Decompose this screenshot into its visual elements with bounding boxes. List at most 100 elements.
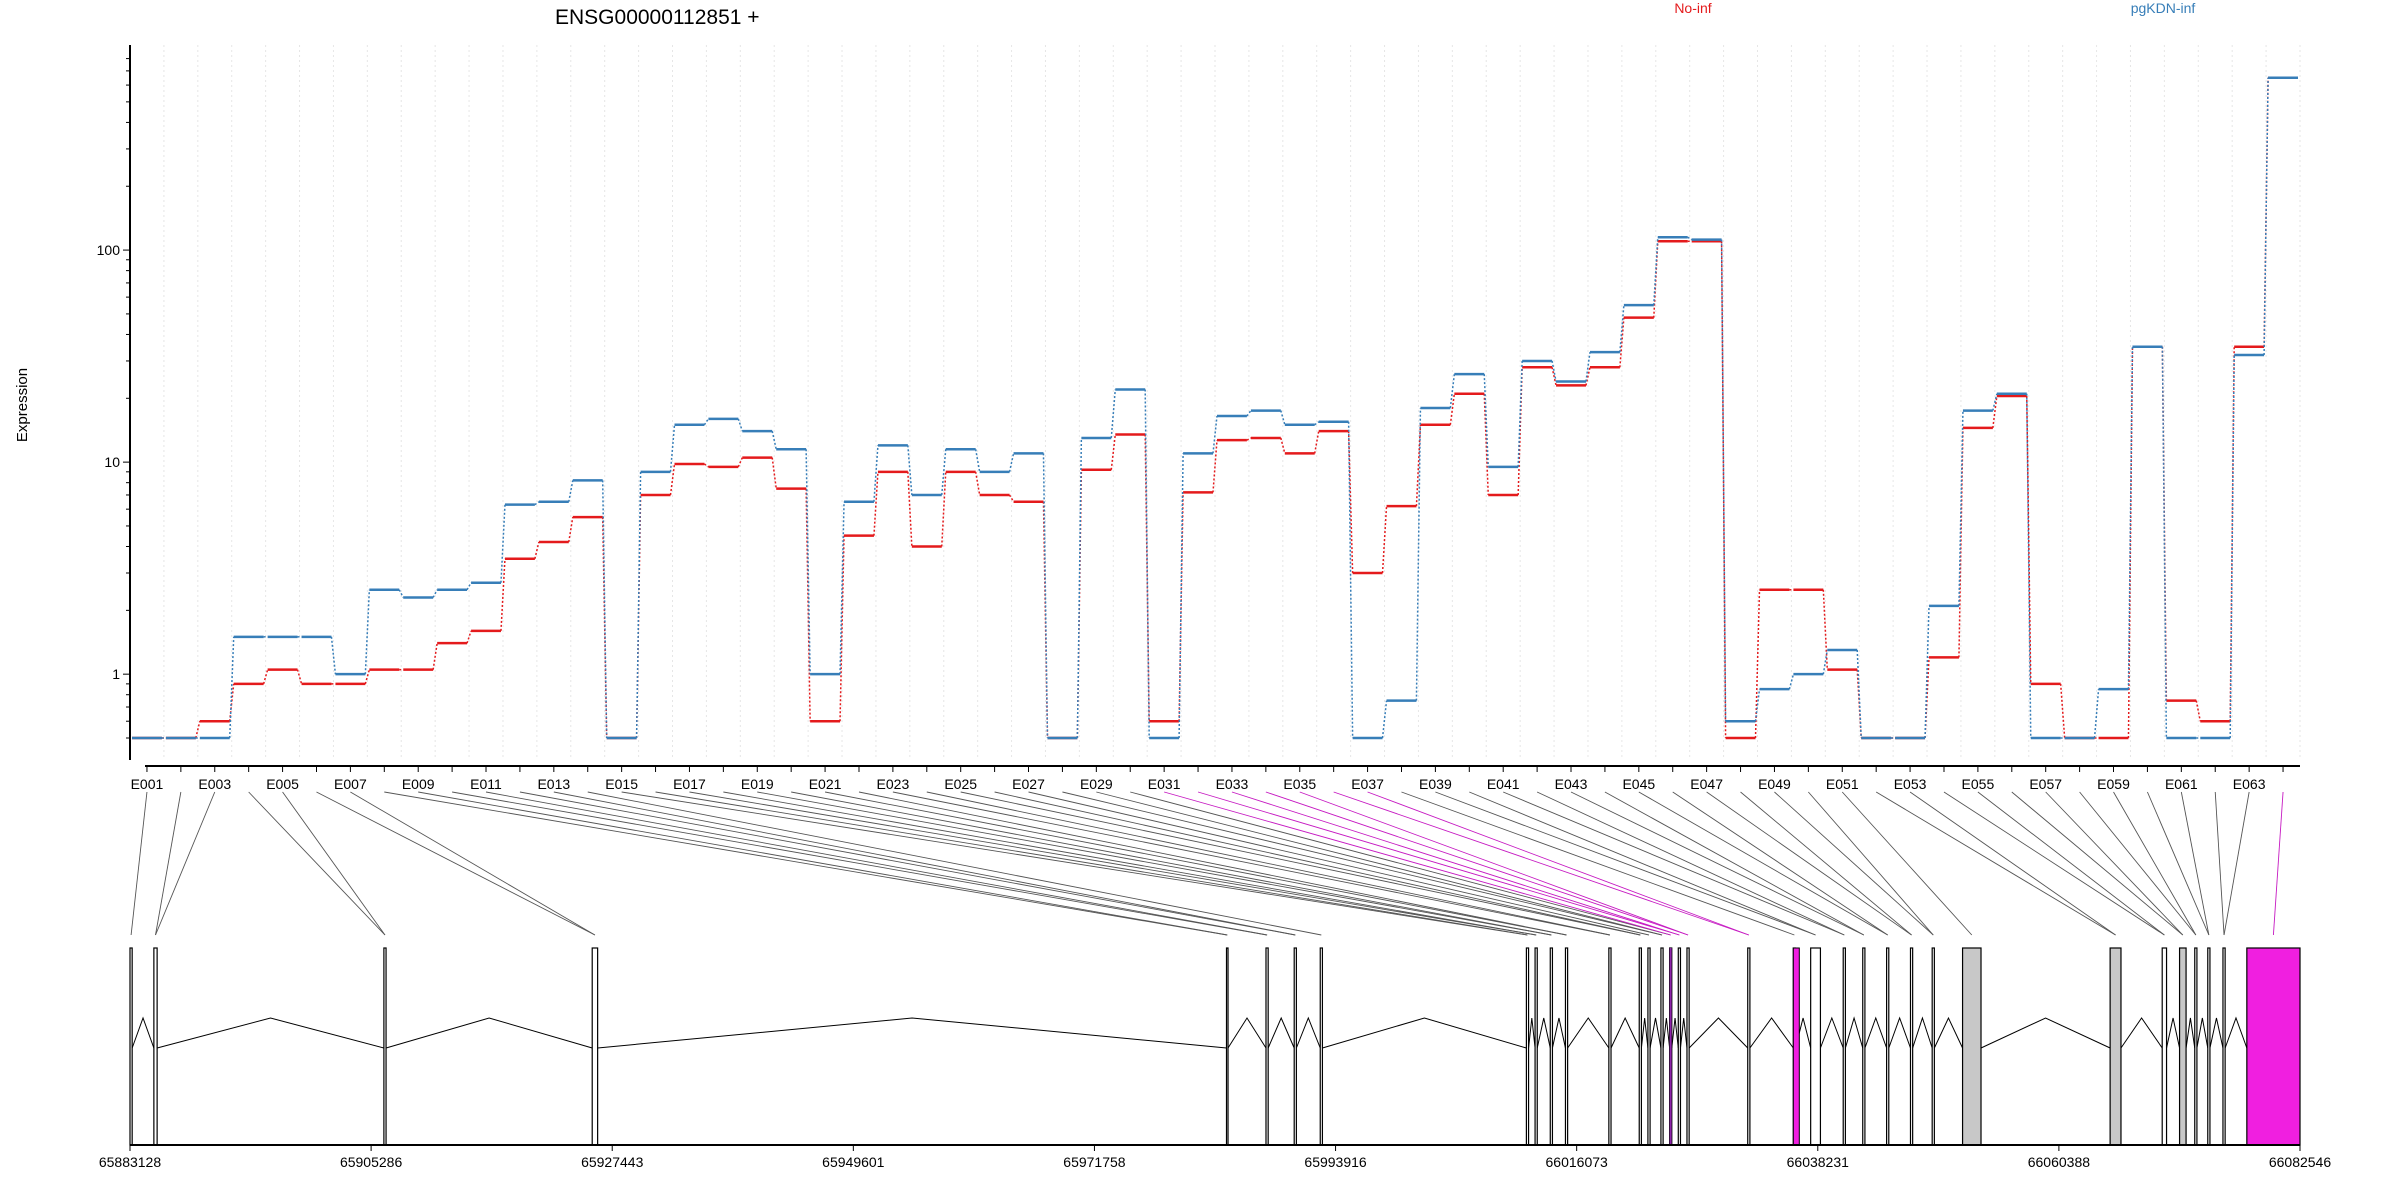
genomic-tick-label: 65883128 bbox=[99, 1154, 162, 1170]
intron-line bbox=[1912, 1016, 1933, 1049]
exon-block bbox=[1810, 947, 1822, 1146]
data-connector bbox=[1720, 241, 1727, 739]
exon-connector bbox=[1469, 791, 1816, 936]
data-connector bbox=[1483, 393, 1489, 495]
genomic-tick-label: 65949601 bbox=[822, 1154, 885, 1170]
exon-connector bbox=[452, 791, 1268, 936]
exon-connector bbox=[2180, 791, 2210, 936]
data-connector bbox=[1483, 374, 1489, 467]
exon-connector bbox=[155, 791, 216, 936]
data-connector bbox=[1585, 352, 1591, 382]
intron-line bbox=[1671, 1017, 1679, 1049]
chart-title: ENSG00000112851 + bbox=[555, 6, 760, 29]
grid bbox=[129, 45, 2301, 760]
data-connector bbox=[1551, 360, 1557, 382]
exon-connector bbox=[1503, 791, 1845, 936]
exon-connector bbox=[757, 791, 1552, 936]
exon-connector bbox=[155, 791, 182, 936]
exon-connector bbox=[1231, 791, 1680, 936]
exon-block bbox=[1677, 947, 1682, 1146]
data-connector bbox=[771, 457, 777, 489]
exon-connector bbox=[2079, 791, 2197, 936]
highlighted-exon bbox=[1792, 947, 1800, 1146]
genomic-tick-label: 65971758 bbox=[1063, 1154, 1126, 1170]
x-tick-label: E059 bbox=[2097, 776, 2130, 792]
exon-connector bbox=[994, 791, 1641, 936]
y-tick-label: 10 bbox=[104, 454, 120, 470]
exon-connector bbox=[316, 791, 596, 936]
exon-connector bbox=[1570, 791, 1865, 936]
data-connector bbox=[500, 504, 506, 583]
exon-connector bbox=[2045, 791, 2184, 936]
exon-connector bbox=[1197, 791, 1680, 936]
y-axis: 1 10 100 bbox=[97, 45, 131, 760]
exon-connector bbox=[1130, 791, 1671, 936]
x-tick-label: E035 bbox=[1283, 776, 1316, 792]
exon-block bbox=[2222, 947, 2226, 1146]
exon-connector bbox=[1096, 791, 1663, 936]
intron-line bbox=[385, 1017, 593, 1049]
exon-connector bbox=[1265, 791, 1689, 936]
data-connector bbox=[873, 471, 879, 536]
intron-line bbox=[1933, 1016, 1964, 1049]
data-connector bbox=[1754, 589, 1761, 739]
intron-line bbox=[1295, 1016, 1321, 1049]
genomic-tick-label: 65993916 bbox=[1304, 1154, 1367, 1170]
genomic-tick-label: 65927443 bbox=[581, 1154, 644, 1170]
data-connector bbox=[805, 449, 811, 675]
intron-line bbox=[2120, 1017, 2163, 1049]
genomic-tick-label: 66082546 bbox=[2269, 1154, 2332, 1170]
x-tick-label: E055 bbox=[1962, 776, 1995, 792]
intron-line bbox=[1536, 1017, 1551, 1049]
exon-block bbox=[153, 947, 158, 1146]
data-connector bbox=[1008, 453, 1015, 472]
exon-connector bbox=[1333, 791, 1749, 936]
data-connector bbox=[568, 517, 574, 543]
exon-connector bbox=[350, 791, 596, 936]
data-connector bbox=[1246, 410, 1252, 417]
exon-connector bbox=[960, 791, 1641, 936]
x-tick-label: E007 bbox=[334, 776, 367, 792]
data-connector bbox=[534, 501, 540, 506]
exon-block bbox=[383, 947, 387, 1146]
exon-connector bbox=[892, 791, 1611, 936]
exon-block bbox=[1293, 947, 1297, 1146]
data-connector bbox=[364, 669, 371, 685]
intron-line bbox=[156, 1017, 385, 1049]
intron-line bbox=[1980, 1017, 2111, 1049]
exon-block bbox=[1747, 947, 1751, 1146]
exon-connector bbox=[1638, 791, 1888, 936]
data-connector bbox=[1517, 367, 1523, 495]
data-connector bbox=[635, 471, 642, 739]
data-connector bbox=[941, 471, 947, 547]
data-connector bbox=[2161, 346, 2168, 739]
intron-line bbox=[1322, 1017, 1527, 1049]
exon-connector bbox=[1740, 791, 1912, 936]
intron-line bbox=[2224, 1016, 2248, 1049]
y-axis-label: Expression bbox=[14, 368, 31, 442]
exon-connector bbox=[621, 791, 1528, 936]
data-connector bbox=[1517, 360, 1523, 467]
data-connector bbox=[1449, 393, 1456, 425]
exon-block bbox=[1961, 947, 1982, 1146]
intron-line bbox=[1640, 1017, 1649, 1049]
exon-block bbox=[129, 947, 133, 1146]
genomic-tick-label: 66060388 bbox=[2028, 1154, 2091, 1170]
x-tick-label: E061 bbox=[2165, 776, 2198, 792]
intron-line bbox=[1567, 1017, 1610, 1049]
exon-connector bbox=[858, 791, 1567, 936]
genomic-tick-label: 66016073 bbox=[1546, 1154, 1609, 1170]
series-layer bbox=[132, 76, 2298, 740]
data-connector bbox=[873, 445, 879, 502]
intron-line bbox=[1662, 1017, 1671, 1049]
exon-connector bbox=[282, 791, 386, 936]
exon-connector bbox=[723, 791, 1537, 936]
exon-connector bbox=[2272, 791, 2284, 936]
x-tick-label: E005 bbox=[266, 776, 299, 792]
x-tick-label: E057 bbox=[2029, 776, 2062, 792]
exon-connector bbox=[1367, 791, 1749, 936]
highlighted-exon bbox=[1669, 948, 1672, 1145]
intron-line bbox=[1267, 1016, 1295, 1049]
data-connector bbox=[1619, 317, 1625, 368]
exon-connector bbox=[418, 791, 1228, 936]
